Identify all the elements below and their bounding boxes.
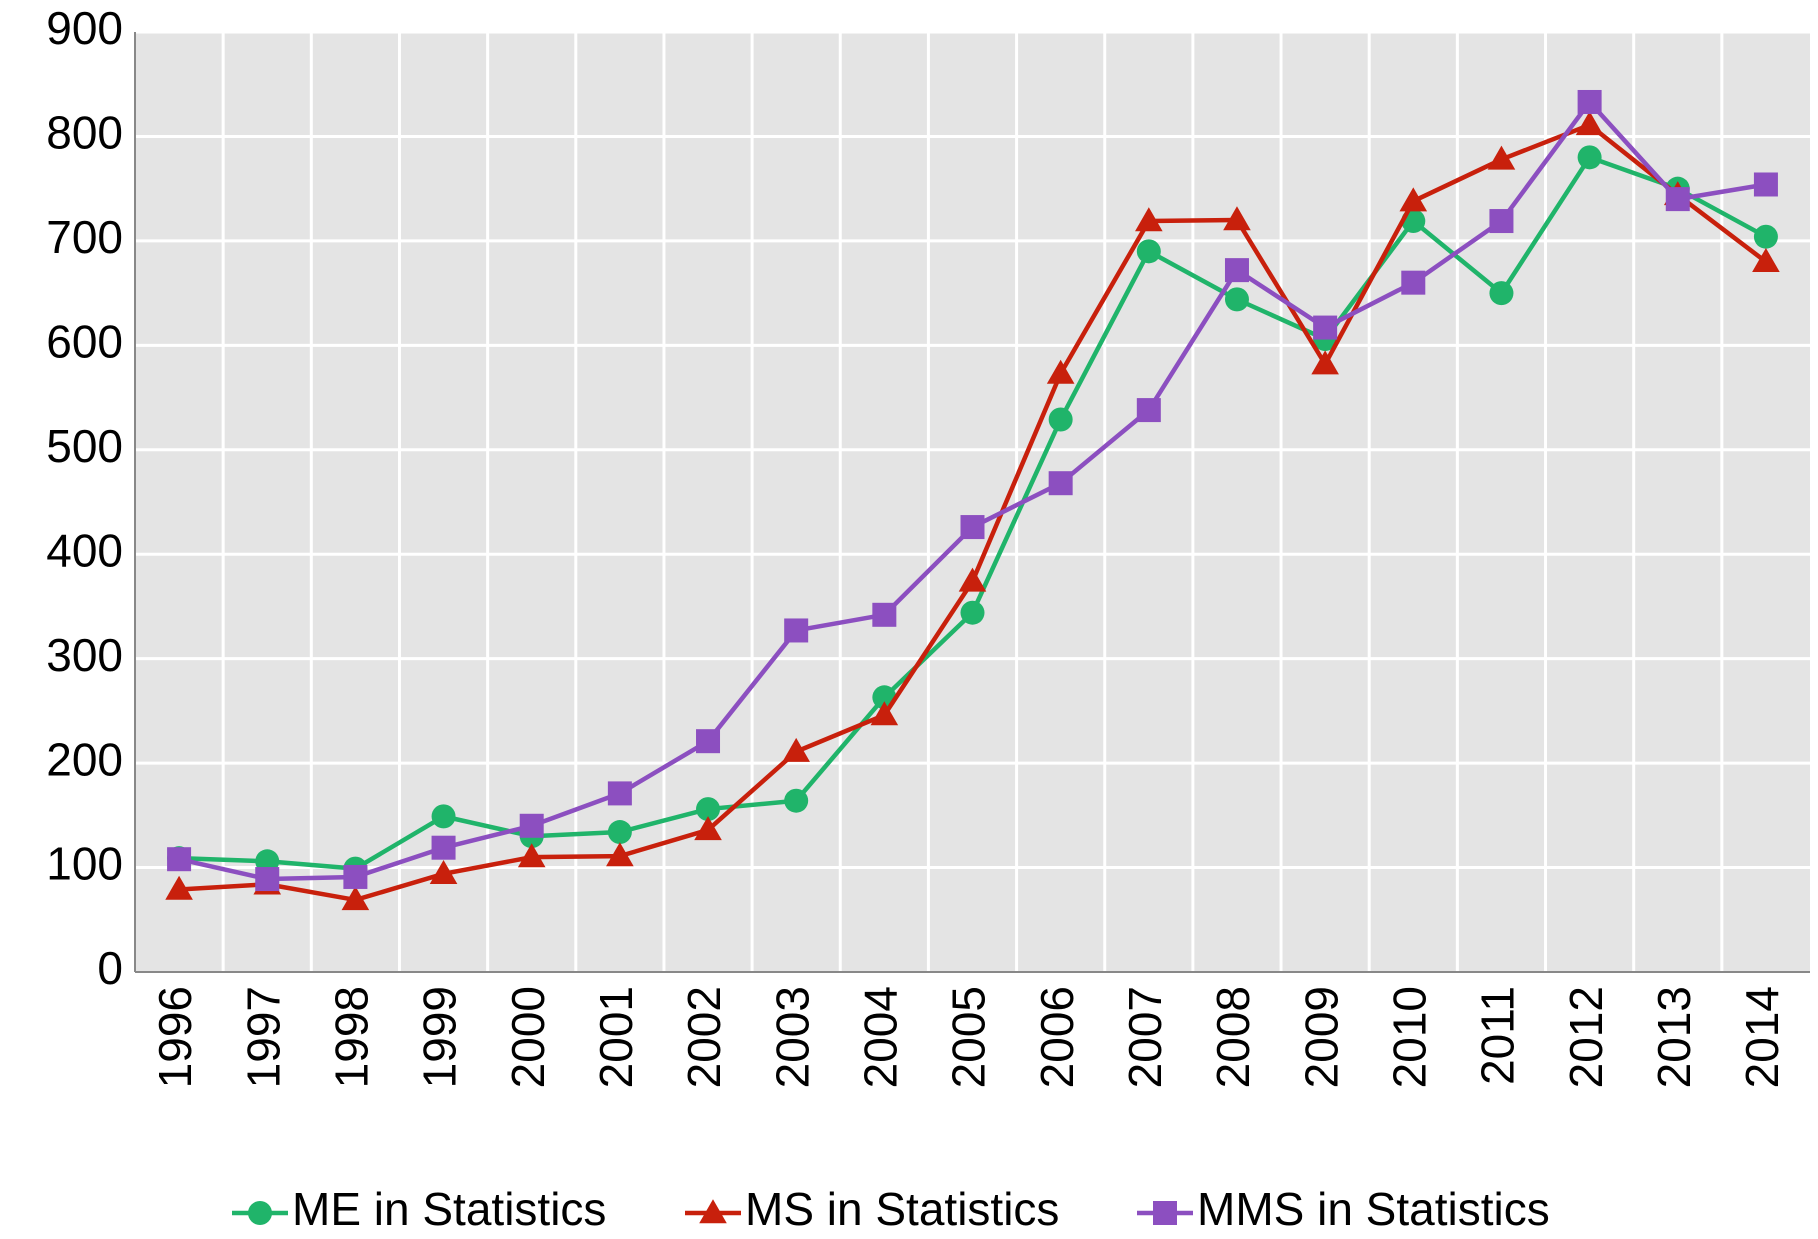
legend-marker bbox=[1153, 1201, 1177, 1225]
data-point bbox=[1399, 187, 1428, 212]
x-tick-label: 1999 bbox=[414, 986, 466, 1088]
y-tick-label: 500 bbox=[46, 420, 123, 472]
y-tick-label: 0 bbox=[97, 942, 123, 994]
data-point bbox=[606, 842, 634, 867]
x-tick-label: 2001 bbox=[590, 986, 642, 1088]
data-point bbox=[782, 737, 810, 762]
data-point bbox=[1489, 209, 1514, 234]
data-point bbox=[1313, 315, 1338, 340]
legend-item: MMS in Statistics bbox=[1137, 1183, 1550, 1235]
data-point bbox=[1046, 359, 1075, 384]
data-point bbox=[1577, 89, 1602, 114]
data-point bbox=[1753, 172, 1778, 197]
data-point bbox=[1665, 187, 1690, 212]
x-tick-label: 2013 bbox=[1648, 986, 1700, 1088]
data-point bbox=[1048, 471, 1073, 496]
data-point bbox=[165, 875, 193, 900]
y-tick-label: 600 bbox=[46, 315, 123, 367]
data-point bbox=[872, 602, 897, 627]
data-point bbox=[341, 886, 370, 911]
data-point bbox=[1577, 145, 1602, 170]
x-tick-label: 2012 bbox=[1560, 986, 1612, 1088]
data-point bbox=[696, 797, 721, 822]
x-tick-label: 1996 bbox=[149, 986, 201, 1088]
data-point bbox=[784, 788, 809, 813]
x-tick-label: 2005 bbox=[943, 986, 995, 1088]
data-point bbox=[784, 618, 809, 643]
data-point bbox=[960, 515, 985, 540]
data-point bbox=[1487, 145, 1516, 170]
data-point bbox=[517, 843, 546, 868]
data-point bbox=[1048, 407, 1073, 432]
data-point bbox=[1311, 350, 1339, 375]
data-point bbox=[958, 567, 987, 592]
legend-item: MS in Statistics bbox=[685, 1183, 1059, 1235]
data-point bbox=[1223, 206, 1251, 231]
data-point bbox=[167, 847, 192, 872]
x-tick-label: 2002 bbox=[678, 986, 730, 1088]
data-point bbox=[960, 600, 985, 625]
x-tick-label: 1997 bbox=[237, 986, 289, 1088]
legend-label: ME in Statistics bbox=[292, 1183, 606, 1235]
data-point bbox=[607, 820, 632, 845]
data-point bbox=[694, 816, 722, 841]
data-point bbox=[1489, 281, 1514, 306]
data-point bbox=[1752, 247, 1780, 272]
data-point bbox=[1401, 270, 1426, 295]
data-point bbox=[870, 701, 899, 726]
data-point bbox=[1753, 224, 1778, 249]
x-tick-label: 2008 bbox=[1207, 986, 1259, 1088]
y-tick-label: 900 bbox=[46, 2, 123, 54]
legend-item: ME in Statistics bbox=[232, 1183, 606, 1235]
legend-marker bbox=[699, 1199, 727, 1224]
data-point bbox=[1575, 111, 1604, 136]
data-point bbox=[431, 835, 456, 860]
plot-area bbox=[135, 32, 1810, 972]
legend-marker bbox=[248, 1201, 272, 1225]
data-point bbox=[255, 867, 280, 892]
data-point bbox=[1136, 398, 1161, 423]
x-tick-label: 1998 bbox=[326, 986, 378, 1088]
data-point bbox=[519, 813, 544, 838]
data-point bbox=[429, 860, 458, 885]
data-point bbox=[1136, 239, 1161, 264]
legend-label: MMS in Statistics bbox=[1197, 1183, 1550, 1235]
y-tick-label: 400 bbox=[46, 524, 123, 576]
data-point bbox=[1224, 287, 1249, 312]
y-tick-label: 800 bbox=[46, 107, 123, 159]
data-point bbox=[343, 864, 368, 889]
x-tick-label: 2000 bbox=[502, 986, 554, 1088]
x-tick-label: 2009 bbox=[1295, 986, 1347, 1088]
x-tick-label: 2006 bbox=[1031, 986, 1083, 1088]
y-tick-label: 300 bbox=[46, 629, 123, 681]
x-tick-label: 2003 bbox=[766, 986, 818, 1088]
y-tick-label: 700 bbox=[46, 211, 123, 263]
data-point bbox=[607, 781, 632, 806]
x-tick-label: 2007 bbox=[1119, 986, 1171, 1088]
data-point bbox=[1135, 207, 1163, 232]
x-tick-label: 2011 bbox=[1472, 986, 1524, 1085]
data-point bbox=[431, 804, 456, 829]
y-tick-label: 200 bbox=[46, 733, 123, 785]
x-tick-label: 2004 bbox=[854, 986, 906, 1088]
x-tick-label: 2014 bbox=[1736, 986, 1788, 1088]
data-point bbox=[1224, 258, 1249, 283]
y-tick-label: 100 bbox=[46, 838, 123, 890]
x-tick-label: 2010 bbox=[1383, 986, 1435, 1088]
legend-label: MS in Statistics bbox=[745, 1183, 1059, 1235]
data-point bbox=[696, 729, 721, 754]
